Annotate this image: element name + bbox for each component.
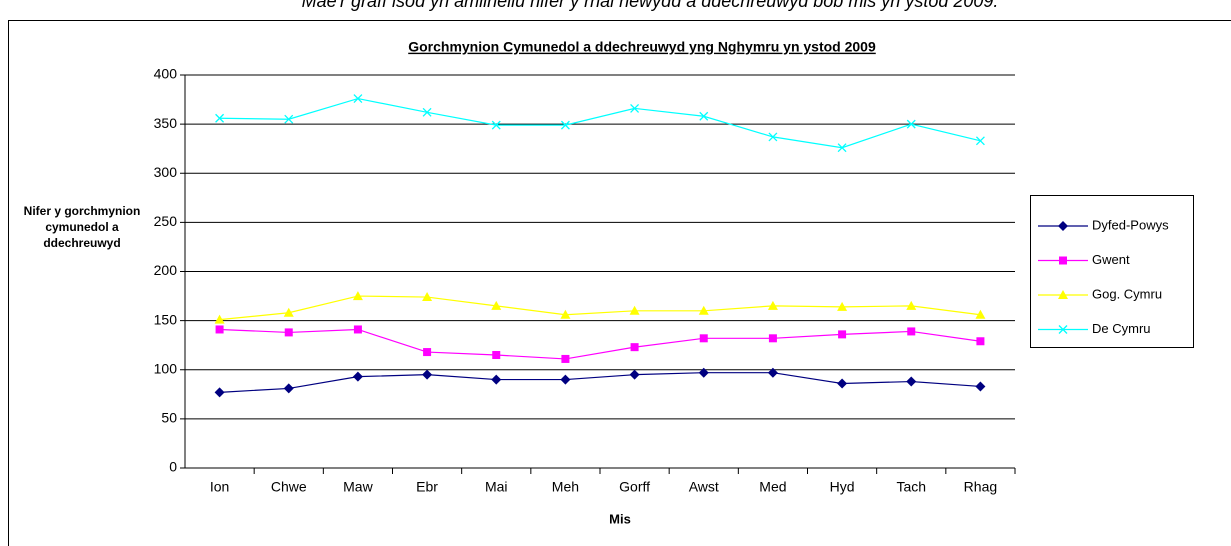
marker [284,114,294,124]
x-tick-label: Ebr [416,479,438,495]
marker [768,132,778,142]
y-tick-label: 300 [154,164,178,180]
marker [698,305,709,315]
marker [214,387,225,398]
marker [767,367,778,378]
marker [976,337,985,346]
x-tick-label: Maw [343,479,373,495]
y-tick-label: 400 [154,66,178,82]
legend-label: Gog. Cymru [1092,286,1162,301]
marker [214,314,225,324]
marker [906,119,916,129]
marker [422,107,432,117]
marker [630,103,640,113]
legend-label: Gwent [1092,252,1130,267]
marker [907,327,916,336]
marker [353,325,362,334]
y-tick-label: 200 [154,262,178,278]
marker [492,351,501,360]
y-tick-label: 50 [161,410,177,426]
marker [975,309,986,319]
series-line [219,372,981,393]
marker [352,371,363,382]
legend-label: De Cymru [1092,321,1151,336]
marker [491,374,502,385]
marker [975,381,986,392]
marker [837,301,848,311]
marker [352,291,363,301]
marker [837,143,847,153]
marker [560,120,570,130]
marker [353,94,363,104]
marker [699,111,709,121]
series-line [219,295,981,321]
marker [767,300,778,310]
y-tick-label: 150 [154,311,178,327]
marker [837,378,848,389]
caption: Mae'r graff isod yn amlinellu nifer y rh… [302,0,999,11]
y-tick-label: 350 [154,115,178,131]
marker [422,369,433,380]
marker [215,325,224,334]
marker [283,383,294,394]
x-tick-label: Mai [485,479,508,495]
marker [1059,256,1067,265]
x-tick-label: Awst [689,479,719,495]
marker [422,292,433,302]
legend-box [1030,195,1194,348]
y-axis-label: Nifer y gorchmynion [24,204,141,218]
x-tick-label: Hyd [830,479,855,495]
marker [906,300,917,310]
x-tick-label: Rhag [964,479,997,495]
marker [768,334,777,343]
series-line [219,328,981,360]
y-tick-label: 0 [169,459,177,475]
marker [491,300,502,310]
x-tick-label: Chwe [271,479,307,495]
marker [560,374,571,385]
marker [975,136,985,146]
x-tick-label: Gorff [619,479,650,495]
marker [1058,290,1068,299]
marker [629,369,640,380]
y-tick-label: 100 [154,360,178,376]
marker [1058,325,1068,334]
x-tick-label: Med [759,479,786,495]
x-tick-label: Meh [552,479,579,495]
y-tick-label: 250 [154,213,178,229]
x-tick-label: Ion [210,479,229,495]
series-line [219,97,981,149]
marker [561,354,570,363]
chart-frame [8,20,1231,546]
marker [215,113,225,123]
marker [630,343,639,352]
marker [491,120,501,130]
legend-label: Dyfed-Powys [1092,217,1169,232]
marker [838,330,847,339]
marker [906,376,917,387]
y-axis-label: cymunedol a [45,220,119,234]
y-axis-label: ddechreuwyd [43,236,120,250]
x-tick-label: Tach [896,479,926,495]
marker [423,348,432,357]
marker [560,309,571,319]
marker [698,367,709,378]
marker [1058,221,1068,231]
marker [699,334,708,343]
marker [629,305,640,315]
marker [283,307,294,317]
marker [284,328,293,337]
x-axis-label: Mis [609,511,631,526]
chart-title: Gorchmynion Cymunedol a ddechreuwyd yng … [408,39,876,55]
